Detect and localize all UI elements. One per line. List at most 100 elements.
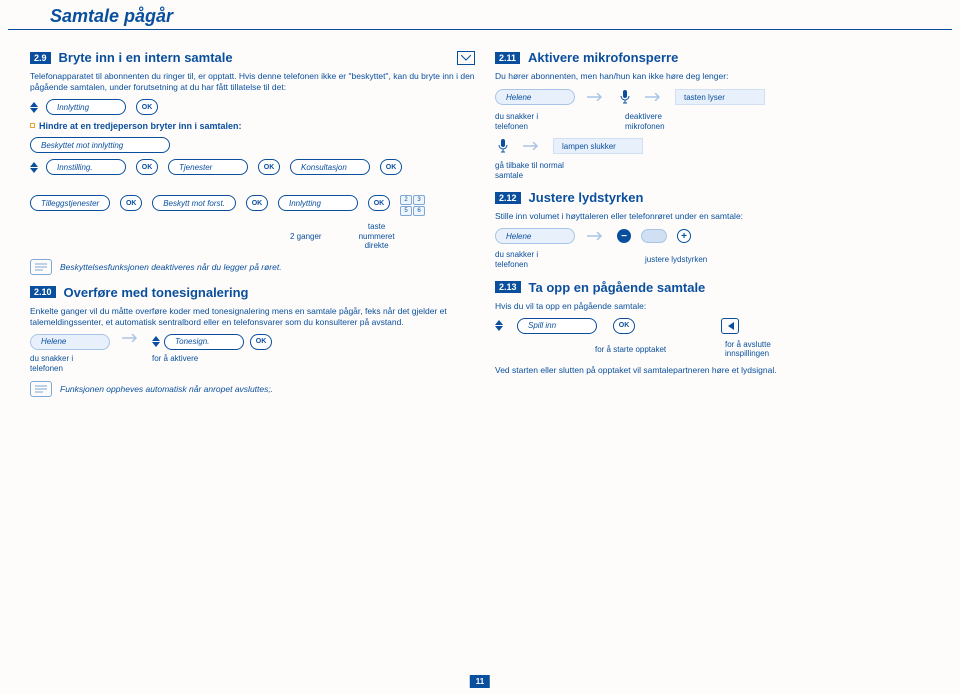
caption-snakker: du snakker i telefonen [495, 250, 565, 269]
row: lampen slukker [495, 137, 940, 155]
status-box: tasten lyser [675, 89, 765, 105]
note-text: Beskyttelsesfunksjonen deaktiveres når d… [60, 262, 282, 272]
caption-starte: for å starte opptaket [595, 345, 685, 355]
note-icon [30, 381, 52, 397]
sec-num: 2.13 [495, 281, 521, 293]
ok-button[interactable]: OK [380, 159, 402, 175]
para: Du hører abonnenten, men han/hun kan ikk… [495, 71, 940, 82]
row: Helene tasten lyser [495, 88, 940, 106]
pill-innstilling[interactable]: Innstilling. [46, 159, 126, 175]
pill-konsultasjon[interactable]: Konsultasjon [290, 159, 370, 175]
section-2-10-header: 2.10 Overføre med tonesignalering [30, 285, 475, 300]
caption-deaktivere: deaktivere mikrofonen [625, 112, 695, 131]
skip-back-icon[interactable] [721, 318, 739, 334]
para: Telefonapparatet til abonnenten du ringe… [30, 71, 475, 93]
caption-taste: taste nummeret direkte [352, 222, 402, 251]
pill-helene[interactable]: Helene [495, 228, 575, 244]
row: Innlytting OK [30, 99, 475, 115]
pill-tjenester[interactable]: Tjenester [168, 159, 248, 175]
note-text: Funksjonen oppheves automatisk når anrop… [60, 384, 273, 394]
caption-justere: justere lydstyrken [645, 255, 707, 265]
bullet-text: Hindre at en tredjeperson bryter inn i s… [39, 121, 242, 131]
caption-avslutte: for å avslutte innspillingen [725, 340, 805, 359]
ok-button[interactable]: OK [250, 334, 272, 350]
arrow-icon [643, 93, 665, 101]
section-2-13-header: 2.13 Ta opp en pågående samtale [495, 280, 940, 295]
minus-button[interactable]: − [617, 229, 631, 243]
ok-button[interactable]: OK [258, 159, 280, 175]
pill-spill-inn[interactable]: Spill inn [517, 318, 597, 334]
sec-title: Aktivere mikrofonsperre [528, 50, 678, 65]
sec-num: 2.11 [495, 52, 520, 64]
arrow-icon [120, 334, 142, 342]
up-down-icon[interactable] [30, 102, 38, 113]
plus-button[interactable]: + [677, 229, 691, 243]
row: Innstilling. OK Tjenester OK Konsultasjo… [30, 159, 475, 175]
mute-icon[interactable] [617, 88, 633, 106]
bullet-icon [30, 123, 35, 128]
chevron-down-icon[interactable] [457, 51, 475, 65]
right-column: 2.11 Aktivere mikrofonsperre Du hører ab… [495, 40, 940, 405]
mute-icon[interactable] [495, 137, 511, 155]
volume-slider[interactable] [641, 229, 667, 243]
row: Spill inn OK [495, 318, 940, 334]
up-down-icon[interactable] [495, 320, 503, 331]
section-2-11-header: 2.11 Aktivere mikrofonsperre [495, 50, 940, 65]
ok-button[interactable]: OK [246, 195, 268, 211]
sec-title: Overføre med tonesignalering [64, 285, 249, 300]
section-2-12-header: 2.12 Justere lydstyrken [495, 190, 940, 205]
ok-button[interactable]: OK [120, 195, 142, 211]
caption-aktivere: for å aktivere [152, 354, 198, 364]
ok-button[interactable]: OK [613, 318, 635, 334]
para: Stille inn volumet i høyttaleren eller t… [495, 211, 940, 222]
note-icon [30, 259, 52, 275]
captions: gå tilbake til normal samtale [495, 161, 940, 180]
para: Hvis du vil ta opp en pågående samtale: [495, 301, 940, 312]
para: Ved starten eller slutten på opptaket vi… [495, 365, 940, 376]
row: Tilleggstjenester OK Beskytt mot forst. … [30, 195, 475, 216]
caption-snakker: du snakker i telefonen [30, 354, 100, 373]
row: Helene du snakker i telefonen Tonesign. … [30, 334, 475, 373]
pill-beskytt-mot[interactable]: Beskytt mot forst. [152, 195, 236, 211]
pill-tilleggs[interactable]: Tilleggstjenester [30, 195, 110, 211]
sec-title: Bryte inn i en intern samtale [59, 50, 233, 65]
caption-2ganger: 2 ganger [290, 232, 322, 242]
captions: 2 ganger taste nummeret direkte [290, 222, 475, 251]
sec-title: Justere lydstyrken [529, 190, 644, 205]
pill-innlytting[interactable]: Innlytting [278, 195, 358, 211]
ok-button[interactable]: OK [368, 195, 390, 211]
note: Funksjonen oppheves automatisk når anrop… [30, 381, 475, 397]
ok-button[interactable]: OK [136, 99, 158, 115]
pill-helene[interactable]: Helene [30, 334, 110, 350]
sec-num: 2.10 [30, 286, 56, 298]
page-title: Samtale pågår [0, 0, 960, 29]
row: Beskyttet mot innlytting [30, 137, 475, 153]
pill-helene[interactable]: Helene [495, 89, 575, 105]
pill-innlytting[interactable]: Innlytting [46, 99, 126, 115]
captions: du snakker i telefonen justere lydstyrke… [495, 250, 940, 269]
captions: for å starte opptaket for å avslutte inn… [595, 340, 940, 359]
title-underline [8, 29, 952, 30]
note: Beskyttelsesfunksjonen deaktiveres når d… [30, 259, 475, 275]
up-down-icon[interactable] [152, 336, 160, 347]
caption-tilbake: gå tilbake til normal samtale [495, 161, 575, 180]
arrow-icon [585, 93, 607, 101]
sec-title: Ta opp en pågående samtale [529, 280, 706, 295]
para: Enkelte ganger vil du måtte overføre kod… [30, 306, 475, 328]
captions: du snakker i telefonen deaktivere mikrof… [495, 112, 940, 131]
status-box: lampen slukker [553, 138, 643, 154]
section-2-9-header: 2.9 Bryte inn i en intern samtale [30, 50, 475, 65]
arrow-icon [585, 232, 607, 240]
pill-beskyttet[interactable]: Beskyttet mot innlytting [30, 137, 170, 153]
arrow-icon [521, 142, 543, 150]
row: Helene − + [495, 228, 940, 244]
bullet: Hindre at en tredjeperson bryter inn i s… [30, 121, 475, 131]
ok-button[interactable]: OK [136, 159, 158, 175]
pill-tonesign[interactable]: Tonesign. [164, 334, 244, 350]
caption-snakker: du snakker i telefonen [495, 112, 565, 131]
sec-num: 2.12 [495, 192, 521, 204]
up-down-icon[interactable] [30, 162, 38, 173]
page-number: 11 [470, 675, 490, 688]
keypad-icon[interactable]: 23 56 [400, 195, 425, 216]
left-column: 2.9 Bryte inn i en intern samtale Telefo… [30, 40, 475, 405]
